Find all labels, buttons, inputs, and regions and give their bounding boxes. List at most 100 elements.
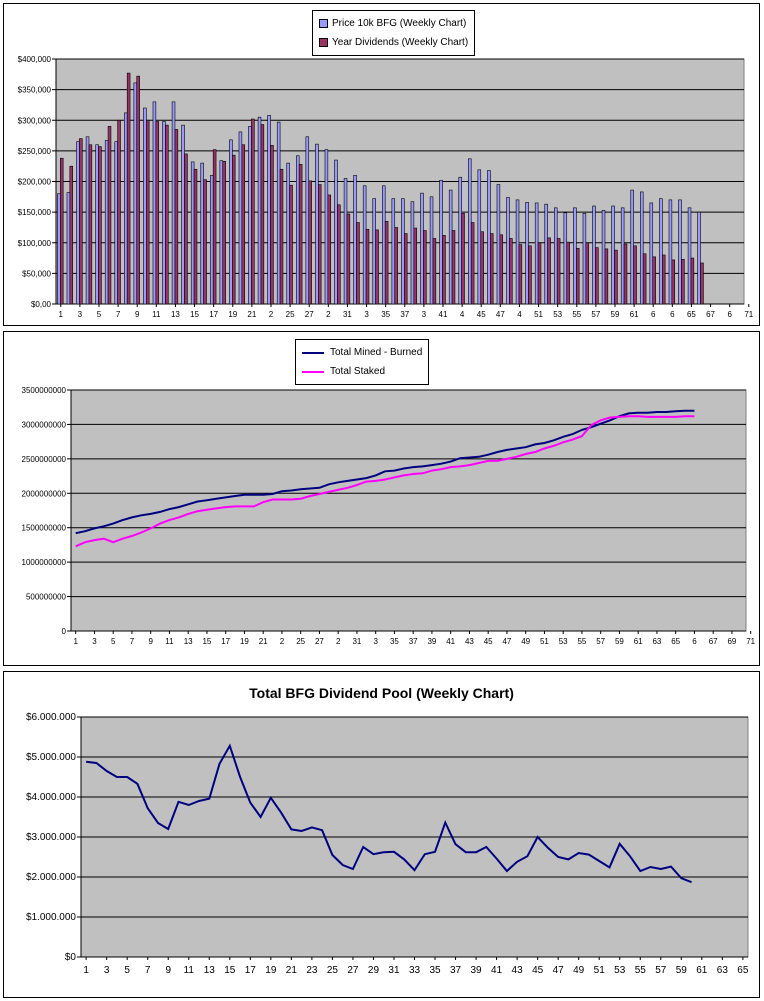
x-tick-label: 17 bbox=[209, 310, 218, 319]
bar-price bbox=[506, 197, 510, 305]
bar-dividends bbox=[528, 245, 532, 305]
x-tick-label: 4 bbox=[460, 310, 465, 319]
x-tick-label: 11 bbox=[165, 637, 174, 646]
bar-dividends bbox=[661, 254, 666, 305]
bar-dividends bbox=[126, 72, 131, 305]
bar-price bbox=[267, 115, 271, 305]
bar-price bbox=[229, 139, 233, 305]
x-tick-label: 25 bbox=[327, 965, 339, 976]
bar-dividends bbox=[623, 243, 628, 305]
x-tick-label: 25 bbox=[296, 637, 305, 646]
y-tick-label: 2500000000 bbox=[22, 455, 67, 464]
bar-price bbox=[687, 207, 692, 305]
bar-price bbox=[620, 207, 625, 305]
legend-line-staked bbox=[302, 370, 324, 373]
bar-dividends bbox=[556, 238, 561, 305]
bar-dividends bbox=[308, 180, 312, 305]
y-tick-label: $1.000.000 bbox=[26, 912, 76, 923]
bar-dividends bbox=[384, 221, 389, 305]
bar-price bbox=[544, 203, 548, 305]
supply-chart-panel: 0 500000000 1000000000 1500000000 2000000000… bbox=[3, 331, 760, 666]
bar-dividends bbox=[136, 75, 140, 305]
y-tick-label: $150,000 bbox=[18, 208, 52, 217]
legend-item-dividends: Year Dividends (Weekly Chart) bbox=[319, 33, 468, 52]
bar-dividends bbox=[470, 222, 475, 305]
bar-price bbox=[582, 213, 587, 305]
chart1-legend: Price 10k BFG (Weekly Chart) Year Divide… bbox=[312, 10, 476, 56]
x-tick-label: 19 bbox=[228, 310, 237, 319]
bar-dividends bbox=[165, 124, 169, 305]
x-tick-label: 55 bbox=[572, 310, 581, 319]
legend-label-price: Price 10k BFG (Weekly Chart) bbox=[332, 18, 467, 29]
price-dividends-chart-panel: $0,00 $50,000 $100,000 $150,000 $200,000 $250… bbox=[3, 3, 760, 326]
bar-dividends bbox=[289, 184, 293, 305]
bar-dividends bbox=[432, 238, 437, 305]
plot-area bbox=[70, 389, 747, 632]
x-tick-label: 6 bbox=[692, 637, 697, 646]
x-tick-label: 47 bbox=[496, 310, 505, 319]
bar-dividends bbox=[98, 146, 102, 305]
bar-price bbox=[238, 131, 243, 305]
x-tick-label: 5 bbox=[124, 965, 130, 976]
bar-price bbox=[554, 207, 558, 305]
x-tick-label: 27 bbox=[347, 965, 359, 976]
legend-line-mined bbox=[302, 351, 324, 354]
bar-price bbox=[162, 121, 166, 305]
x-tick-label: 41 bbox=[439, 310, 448, 319]
bar-dividends bbox=[681, 258, 685, 305]
bar-dividends bbox=[107, 126, 112, 305]
bar-dividends bbox=[232, 154, 236, 305]
x-tick-label: 47 bbox=[502, 637, 511, 646]
x-tick-label: 43 bbox=[512, 965, 524, 976]
x-tick-label: 41 bbox=[491, 965, 503, 976]
legend-item-staked: Total Staked bbox=[302, 362, 422, 381]
x-tick-label: 45 bbox=[484, 637, 493, 646]
bar-dividends bbox=[203, 179, 207, 305]
y-tick-label: $200,000 bbox=[18, 178, 52, 187]
bar-dividends bbox=[337, 204, 341, 305]
bar-price bbox=[114, 141, 118, 305]
x-tick-label: 53 bbox=[553, 310, 562, 319]
x-tick-label: 61 bbox=[630, 310, 639, 319]
y-tick-label: $250,000 bbox=[18, 147, 52, 156]
x-tick-label: 2 bbox=[326, 310, 331, 319]
x-tick-label: 31 bbox=[352, 637, 361, 646]
line-dividend-pool bbox=[85, 743, 692, 884]
bar-price bbox=[190, 161, 195, 305]
x-tick-label: 67 bbox=[709, 637, 718, 646]
bar-price bbox=[305, 136, 310, 305]
x-tick-label: 31 bbox=[388, 965, 400, 976]
x-tick-label: 1 bbox=[73, 637, 78, 646]
bar-price bbox=[391, 198, 396, 305]
bar-price bbox=[458, 176, 462, 305]
legend-label-staked: Total Staked bbox=[330, 366, 386, 377]
bar-price bbox=[640, 191, 644, 305]
bar-price bbox=[448, 189, 453, 305]
x-tick-label: 39 bbox=[471, 965, 483, 976]
y-tick-label: 3000000000 bbox=[22, 420, 67, 429]
x-tick-label: 3 bbox=[364, 310, 369, 319]
bar-price bbox=[143, 107, 147, 305]
x-tick-label: 37 bbox=[409, 637, 418, 646]
x-tick-label: 13 bbox=[204, 965, 216, 976]
bar-price bbox=[678, 199, 682, 305]
x-tick-label: 2 bbox=[336, 637, 341, 646]
bar-price bbox=[477, 169, 482, 305]
bar-price bbox=[372, 198, 376, 305]
bar-price bbox=[124, 112, 128, 305]
x-tick-label: 6 bbox=[651, 310, 656, 319]
y-tick-label: $5.000.000 bbox=[26, 752, 76, 763]
y-tick-label: 500000000 bbox=[26, 593, 67, 602]
x-tick-label: 37 bbox=[450, 965, 462, 976]
bar-price bbox=[362, 185, 367, 305]
x-tick-label: 6 bbox=[727, 310, 732, 319]
bar-dividends bbox=[566, 241, 570, 305]
bar-price bbox=[296, 155, 300, 305]
x-tick-label: 29 bbox=[368, 965, 380, 976]
bar-price bbox=[630, 189, 634, 305]
x-tick-label: 51 bbox=[534, 310, 543, 319]
x-tick-label: 3 bbox=[422, 310, 427, 319]
y-tick-label: 1500000000 bbox=[22, 524, 67, 533]
bar-price bbox=[573, 207, 577, 305]
bar-dividends bbox=[585, 242, 590, 305]
